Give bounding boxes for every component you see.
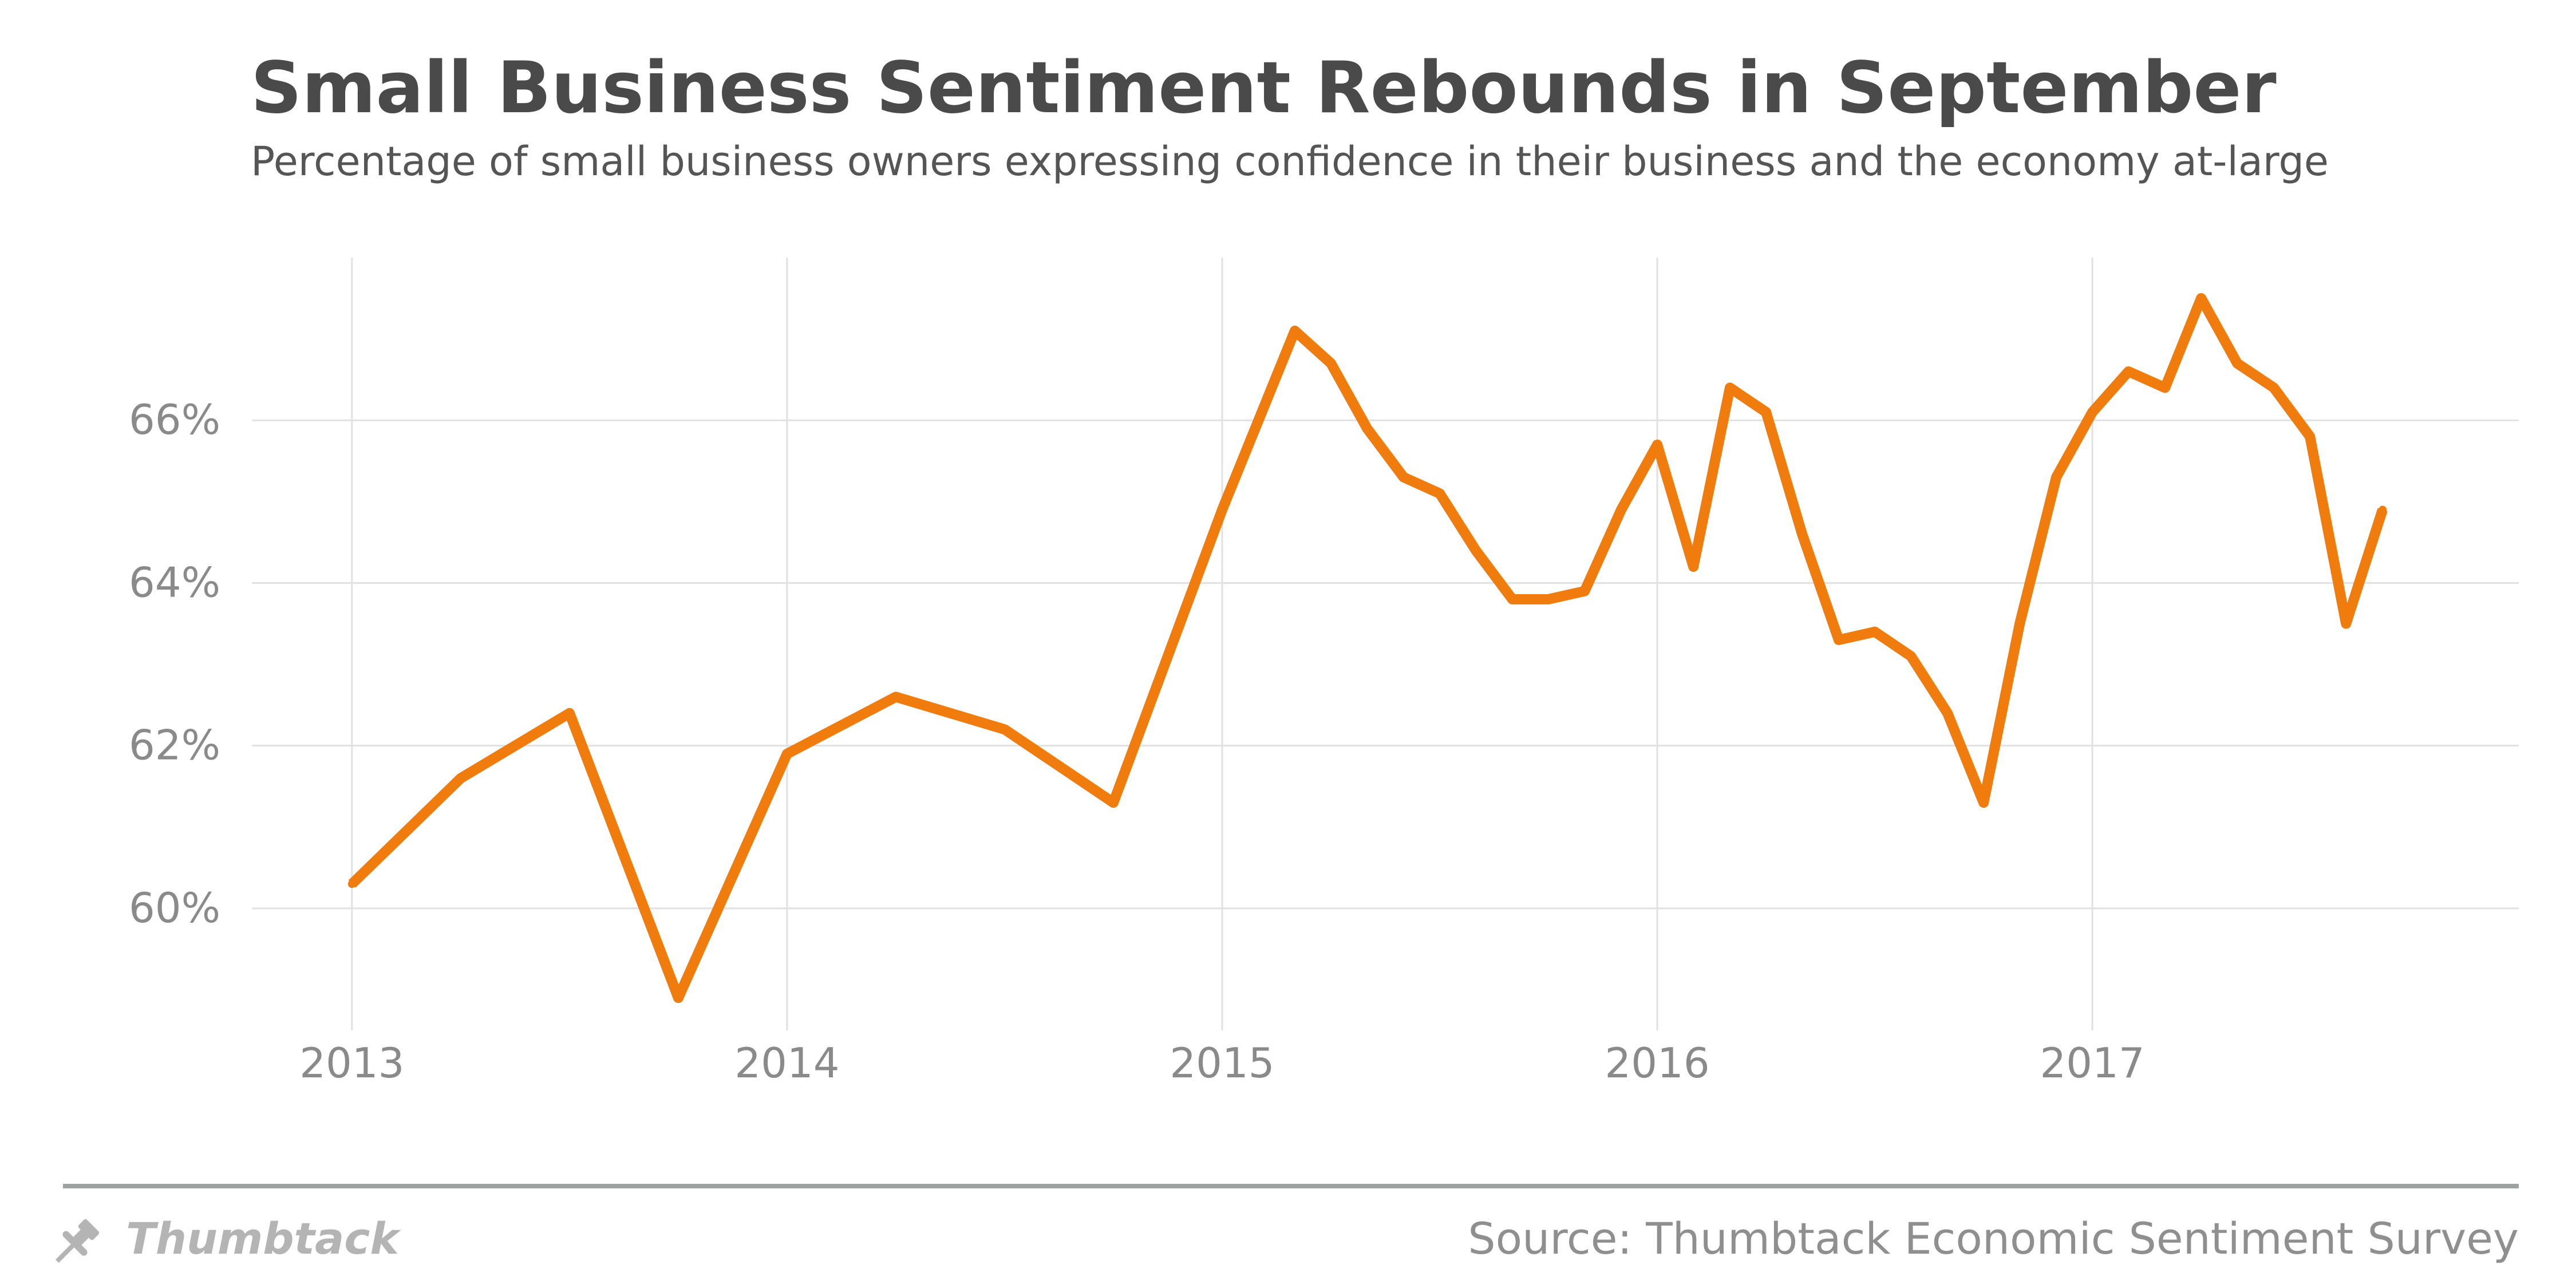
- data-point: [1689, 563, 1698, 571]
- x-tick-label-2013: 2013: [299, 1039, 404, 1087]
- data-point: [2016, 619, 2024, 628]
- data-point: [1798, 530, 1807, 539]
- data-point: [565, 709, 574, 717]
- horizontal-gridlines: [252, 419, 2519, 910]
- source-note: Source: Thumbtack Economic Sentiment Sur…: [1468, 1213, 2519, 1264]
- data-point: [2124, 367, 2133, 376]
- x-tick-label-2014: 2014: [734, 1039, 839, 1087]
- data-point: [1436, 489, 1444, 498]
- data-point: [2197, 294, 2206, 303]
- chart-subtitle: Percentage of small business owners expr…: [251, 138, 2329, 185]
- y-tick-label-60pct: 60%: [129, 884, 220, 932]
- data-point: [2233, 359, 2242, 368]
- data-point: [1109, 799, 1117, 807]
- vertical-gridlines: [351, 258, 2093, 1030]
- data-point: [1472, 546, 1480, 555]
- data-point: [674, 994, 682, 1002]
- data-point: [1653, 440, 1662, 449]
- chart-title: Small Business Sentiment Rebounds in Sep…: [251, 47, 2277, 129]
- data-point: [1943, 709, 1952, 717]
- data-point: [1835, 635, 1843, 644]
- x-tick-label-2016: 2016: [1605, 1039, 1709, 1087]
- data-point: [1907, 652, 1915, 661]
- data-point: [2306, 432, 2314, 441]
- y-tick-label-62pct: 62%: [129, 721, 220, 769]
- data-point: [1725, 384, 1734, 392]
- data-point: [1980, 799, 1988, 807]
- brand-name: Thumbtack: [126, 1213, 401, 1264]
- data-point: [2088, 408, 2097, 416]
- data-point: [1544, 595, 1553, 603]
- data-point: [1399, 473, 1408, 481]
- data-point: [347, 880, 356, 888]
- data-point: [2379, 505, 2387, 514]
- data-point: [891, 693, 900, 701]
- data-point: [1000, 725, 1009, 734]
- x-tick-label-2017: 2017: [2040, 1039, 2145, 1087]
- y-axis-tick-labels: 60% 62% 64% 66%: [129, 396, 220, 932]
- data-point: [2052, 473, 2061, 481]
- data-point: [2270, 384, 2278, 392]
- data-point: [1617, 505, 1625, 514]
- data-point: [2161, 384, 2170, 392]
- data-point: [1871, 627, 1879, 636]
- series-group: [347, 293, 2388, 1003]
- data-point: [783, 749, 791, 758]
- series-line-0: [348, 293, 2388, 1003]
- x-tick-label-2015: 2015: [1170, 1039, 1274, 1087]
- data-point: [1581, 587, 1589, 595]
- pushpin-icon: [55, 1219, 100, 1263]
- data-point: [1508, 595, 1516, 603]
- data-point: [1363, 424, 1372, 433]
- data-point: [1218, 505, 1226, 514]
- data-point: [1290, 326, 1299, 335]
- data-point: [1762, 408, 1771, 416]
- data-point: [1326, 359, 1335, 368]
- data-point: [456, 774, 465, 783]
- data-point: [2342, 619, 2350, 628]
- y-tick-label-66pct: 66%: [129, 396, 220, 444]
- y-tick-label-64pct: 64%: [129, 558, 220, 606]
- x-axis-tick-labels: 2013 2014 2015 2016 2017: [299, 1039, 2145, 1087]
